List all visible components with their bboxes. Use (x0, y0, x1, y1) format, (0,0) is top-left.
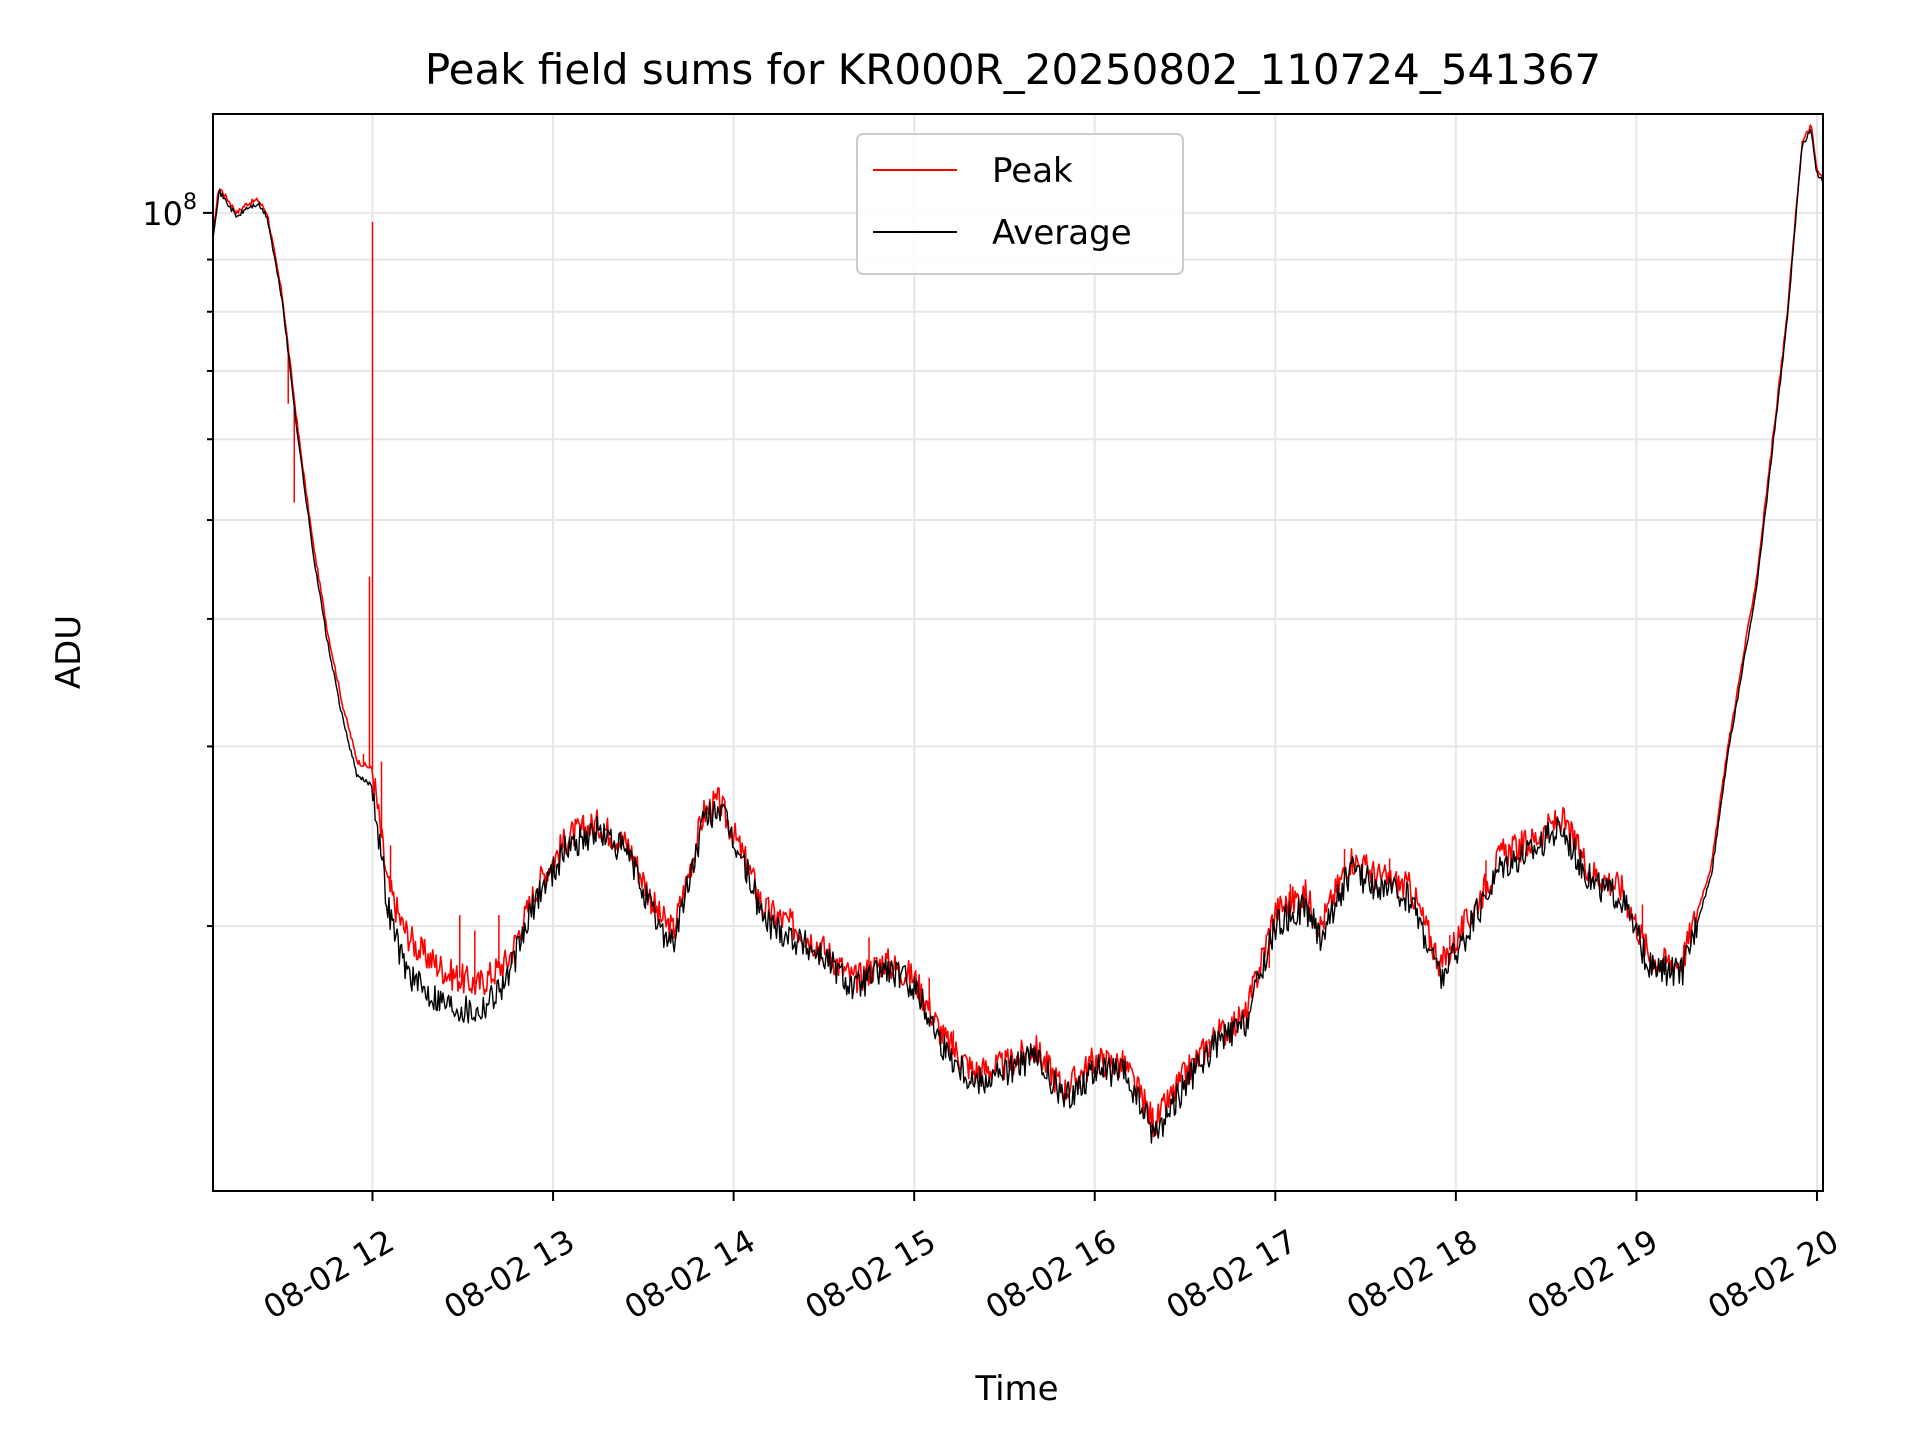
y-axis: 108 (142, 190, 213, 928)
y-axis-label: ADU (49, 615, 89, 689)
legend-label-average: Average (992, 213, 1132, 253)
x-tick-label: 08-02 13 (437, 1222, 581, 1327)
x-tick-label: 08-02 19 (1521, 1222, 1665, 1327)
legend: Peak Average (856, 133, 1184, 275)
x-tick-label: 08-02 12 (257, 1222, 401, 1327)
series-average-line (212, 128, 1824, 1144)
x-axis: 08-02 12 08-02 13 08-02 14 08-02 15 08-02 16… (257, 1191, 1845, 1327)
x-tick-label: 08-02 17 (1160, 1222, 1304, 1327)
series-peak-line (212, 124, 1824, 1138)
chart-title: Peak field sums for KR000R_20250802_1107… (425, 45, 1601, 94)
x-axis-label: Time (974, 1369, 1058, 1409)
x-tick-label: 08-02 15 (799, 1222, 943, 1327)
y-tick-label: 108 (142, 190, 197, 233)
plot-area (212, 124, 1824, 1144)
grid (213, 114, 1823, 1191)
x-tick-label: 08-02 14 (618, 1222, 762, 1327)
x-tick-label: 08-02 20 (1701, 1222, 1845, 1327)
legend-label-peak: Peak (992, 151, 1073, 191)
x-tick-label: 08-02 16 (979, 1222, 1123, 1327)
axes-frame (212, 113, 1824, 1192)
x-tick-label: 08-02 18 (1340, 1222, 1484, 1327)
